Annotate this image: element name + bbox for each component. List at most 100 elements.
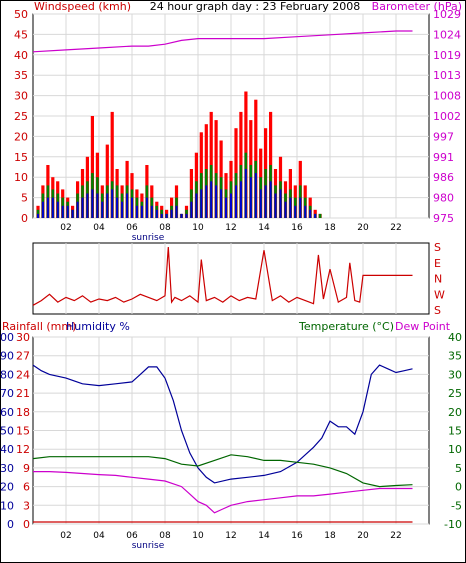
wind-bar [165,213,168,218]
temperature-axis-label: Temperature (°C) [298,320,394,333]
rainfall-tick-label: 0 [23,518,30,531]
windspeed-tick-label: 25 [14,110,28,123]
x-tick-label: 22 [390,531,401,541]
wind-bar [160,213,163,218]
rainfall-tick-label: 3 [23,499,30,512]
windspeed-axis-label: Windspeed (kmh) [34,0,131,13]
humidity-tick-label: 0 [7,518,14,531]
temperature-tick-label: 35 [448,350,462,363]
temperature-tick-label: -10 [444,518,462,531]
barometer-tick-label: 980 [433,192,454,205]
x-tick-label: 16 [291,531,303,541]
humidity-tick-label: 100 [0,331,14,344]
wind-bar [41,201,44,218]
sunrise-marker-top: sunrise [132,233,165,243]
wind-bar [239,181,242,218]
direction-line [32,246,413,306]
wind-bar [254,99,258,218]
rainfall-axis-label: Rainfall (mm) [2,320,76,333]
windspeed-tick-label: 10 [14,171,28,184]
windspeed-tick-label: 15 [14,151,28,164]
temp-x-ticks: 02 04 06 08 10 12 14 16 18 20 22 [60,531,401,541]
x-tick-label: 10 [192,223,204,233]
x-tick-label: 12 [225,223,236,233]
wind-bar [200,189,203,218]
wind-bar [205,185,208,218]
x-tick-label: 06 [126,531,138,541]
wind-bar [90,116,94,218]
humidity-tick-label: 40 [0,443,14,456]
wind-bar [51,197,54,218]
wind-bar [111,189,114,218]
temperature-tick-label: -5 [451,499,462,512]
wind-bar [220,189,223,218]
x-tick-label: 02 [60,223,71,233]
x-tick-label: 02 [60,531,71,541]
barometer-tick-label: 975 [433,212,454,225]
wind-bar [140,205,143,218]
humidity-line [32,364,413,484]
barometer-tick-label: 997 [433,130,454,143]
x-tick-label: 12 [225,531,236,541]
dewpoint-axis-label: Dew Point [395,320,451,333]
temperature-tick-label: 40 [448,331,462,344]
wind-bar [215,185,218,218]
x-tick-label: 14 [258,223,270,233]
barometer-right-ticks: 975 980 986 991 997 1002 1008 1013 1019 1024 1029 [433,8,461,225]
wind-bar [264,185,267,218]
wind-bar [71,209,74,218]
humidity-tick-label: 20 [0,481,14,494]
humidity-tick-label: 60 [0,406,14,419]
windspeed-tick-label: 5 [21,192,28,205]
barometer-tick-label: 1008 [433,90,461,103]
wind-bar [239,111,243,218]
wind-bar [185,213,188,218]
x-tick-label: 14 [258,531,270,541]
wind-bar [131,197,133,218]
wind-bar [37,213,39,218]
wind-bar [175,205,178,218]
humidity-rainfall-ticks: 0010320630940125015601870218024902710030 [0,331,30,531]
wind-bar [121,201,124,218]
barometer-tick-label: 1013 [433,69,461,82]
wind-bar [106,193,109,218]
direction-label: S [434,304,441,317]
wind-bar [274,193,277,218]
wind-bar [304,205,307,218]
barometer-tick-label: 1024 [433,28,461,41]
rainfall-tick-label: 21 [16,387,30,400]
wind-bar [86,193,89,218]
temperature-tick-label: 0 [455,481,462,494]
wind-series [32,30,413,218]
direction-label: E [434,257,441,270]
windspeed-tick-label: 45 [14,28,28,41]
rainfall-tick-label: 12 [16,443,30,456]
direction-series [32,246,413,306]
wind-bar [309,209,312,218]
rainfall-tick-label: 9 [23,462,30,475]
wind-bar [76,201,79,218]
temperature-tick-label: 25 [448,387,462,400]
humidity-tick-label: 10 [0,499,14,512]
temperature-tick-label: 10 [448,443,462,456]
wind-bar [96,193,99,218]
wind-bar [155,209,158,218]
wind-bar [135,205,138,218]
wind-bar [284,201,287,218]
wind-bar [46,197,49,218]
rainfall-tick-label: 15 [16,425,30,438]
wind-bar [81,197,84,218]
wind-bar [314,213,317,218]
wind-bar [254,173,257,218]
x-tick-label: 06 [126,223,138,233]
wind-bar [269,181,272,218]
x-tick-label: 10 [192,531,204,541]
barometer-tick-label: 991 [433,151,454,164]
windspeed-tick-label: 0 [21,212,28,225]
rainfall-tick-label: 6 [23,481,30,494]
sunrise-marker-bottom: sunrise [132,541,165,551]
wind-bar [269,111,273,218]
